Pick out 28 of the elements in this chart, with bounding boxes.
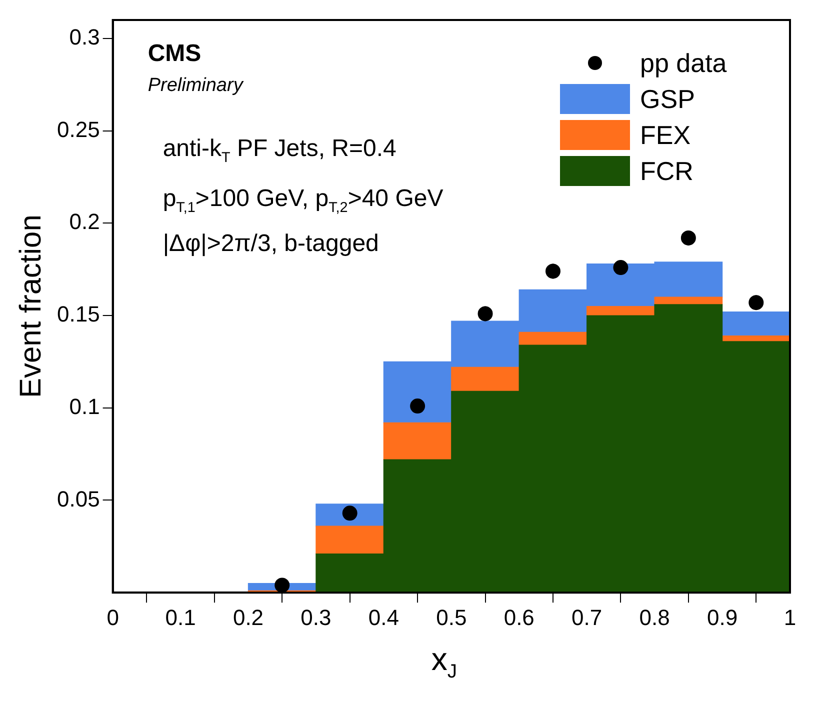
annotation: p$_{T,1}$>100 GeV, p$_{T,2}$>40 GeV [162,185,444,216]
y-axis-title: Event fraction [14,214,48,398]
y-tick-label: 0.2 [69,209,100,234]
y-tick-label: 0.15 [56,302,100,327]
x-tick-label: 0.8 [639,604,670,630]
x-tick-label: 0 [106,604,119,630]
y-tick-label: 0.25 [56,116,100,142]
x-tick-label: 0.5 [436,604,467,630]
legend-label: FEX [640,120,691,150]
x-tick-label: 0.9 [706,604,738,630]
legend-label: pp data [640,48,727,78]
annotation: Preliminary [148,75,243,97]
x-tick-label: 0.1 [165,604,196,630]
y-tick-label: 0.05 [56,486,100,512]
legend-label: GSP [640,84,695,114]
x-tick-label: 1 [784,604,796,630]
x-tick-label: 0.4 [368,604,399,630]
x-tick-label: 0.7 [572,604,602,630]
y-tick-label: 0.3 [69,24,100,50]
x-axis-title: x$_{J}$ [431,640,457,683]
annotation: CMS [148,40,202,68]
y-tick-label: 0.1 [69,394,100,419]
annotation: |Δφ|>2π/3, b-tagged [162,230,379,258]
annotation: anti-k$_{T}$ PF Jets, R=0.4 [162,135,396,166]
x-tick-label: 0.3 [300,604,332,630]
x-tick-label: 0.2 [232,604,264,630]
x-tick-label: 0.6 [504,604,534,630]
legend-label: FCR [640,156,694,186]
